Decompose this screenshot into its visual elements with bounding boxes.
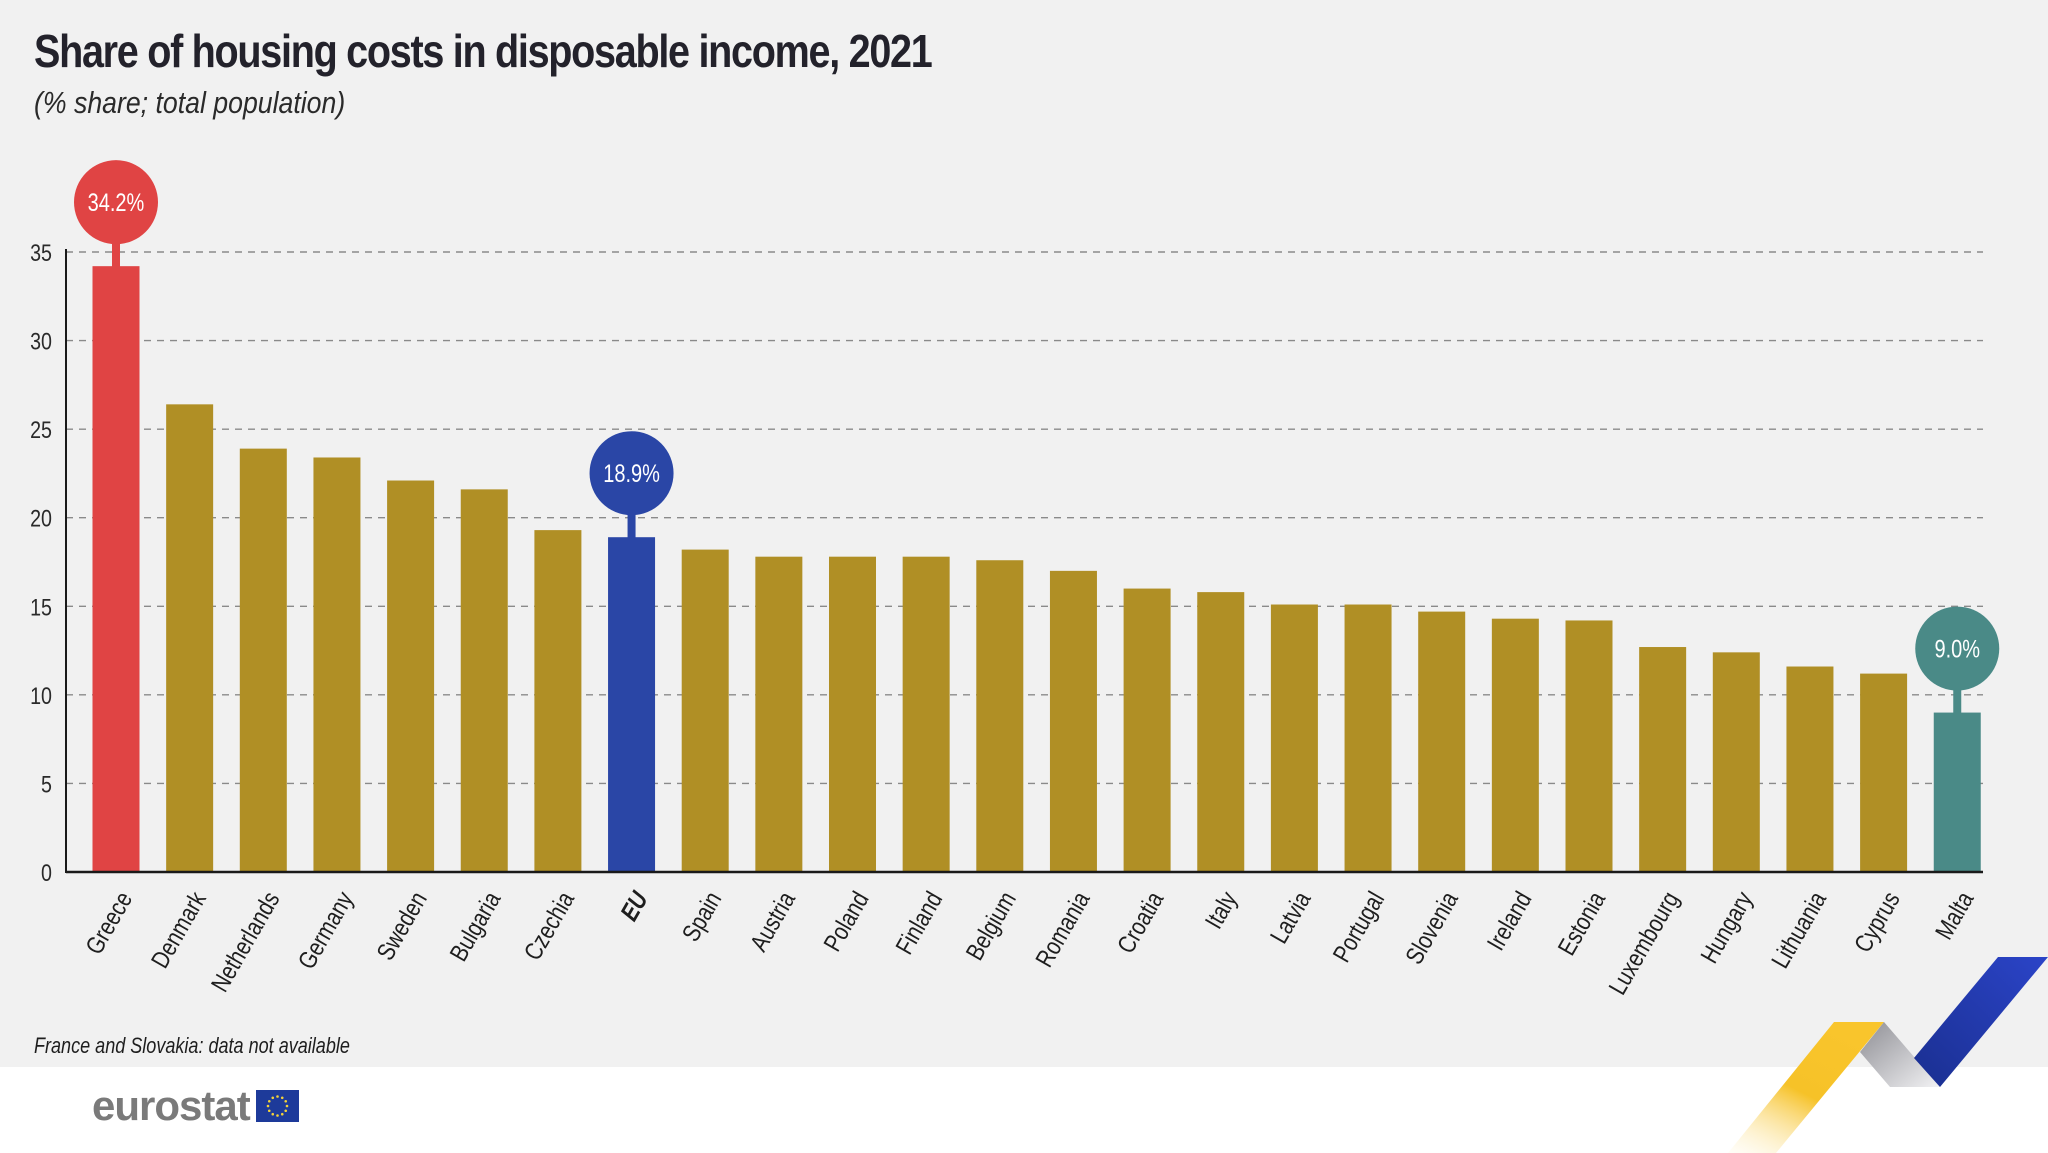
x-tick-label-italy: Italy [1199, 886, 1243, 933]
y-tick-label: 15 [30, 593, 52, 620]
flag-star [284, 1099, 287, 1103]
y-tick-label: 5 [41, 771, 52, 798]
x-tick-label-finland: Finland [890, 887, 948, 959]
flag-star [275, 1095, 279, 1098]
x-tick-label-hungary: Hungary [1695, 886, 1759, 968]
bar-denmark [166, 404, 214, 872]
bar-portugal [1344, 604, 1392, 872]
x-tick-label-estonia: Estonia [1552, 886, 1611, 960]
bar-lithuania [1786, 666, 1834, 872]
x-tick-label-poland: Poland [818, 887, 875, 956]
flag-star [285, 1104, 289, 1108]
x-tick-label-slovenia: Slovenia [1399, 886, 1463, 969]
y-tick-label: 30 [30, 328, 52, 355]
y-tick-label: 25 [30, 416, 52, 443]
chart-title: Share of housing costs in disposable inc… [34, 25, 933, 77]
x-tick-label-ireland: Ireland [1481, 887, 1537, 956]
logo-text: eurostat [92, 1082, 251, 1129]
bar-malta [1933, 712, 1981, 872]
flag-star [266, 1104, 270, 1108]
x-tick-label-germany: Germany [292, 886, 359, 974]
data-label-eu: 18.9% [603, 460, 660, 488]
bar-netherlands [239, 448, 287, 872]
callout-stem-malta [1953, 686, 1962, 717]
data-label-greece: 34.2% [88, 189, 145, 217]
x-tick-label-denmark: Denmark [145, 886, 211, 973]
flag-star [271, 1096, 274, 1100]
bar-belgium [976, 560, 1024, 872]
x-tick-label-bulgaria: Bulgaria [444, 886, 506, 966]
bar-sweden [387, 480, 435, 872]
flag-star [271, 1112, 274, 1116]
flag-star [267, 1109, 271, 1113]
bar-spain [681, 549, 729, 872]
bar-italy [1197, 592, 1245, 872]
callout-bubble-eu [589, 431, 674, 516]
y-tick-label: 10 [30, 682, 52, 709]
x-tick-label-lithuania: Lithuania [1765, 886, 1831, 972]
x-tick-label-netherlands: Netherlands [205, 887, 285, 997]
bar-chart: 0 5 10 15 20 25 30 35 34.2% 18.9% 9.0% Greece Denm… [30, 160, 2000, 999]
bar-romania [1049, 570, 1097, 872]
y-tick-label: 0 [41, 859, 52, 886]
x-tick-label-portugal: Portugal [1327, 887, 1390, 967]
x-tick-label-malta: Malta [1929, 886, 1979, 944]
bar-eu [608, 537, 656, 872]
x-tick-label-romania: Romania [1029, 886, 1095, 971]
footnote: France and Slovakia: data not available [34, 1033, 350, 1058]
axes: 0 5 10 15 20 25 30 35 [30, 239, 1983, 886]
value-callouts: 34.2% 18.9% 9.0% [74, 160, 2000, 717]
x-tick-label-czechia: Czechia [518, 886, 580, 965]
x-tick-label-eu: EU [614, 886, 653, 925]
bar-austria [755, 556, 803, 872]
bar-slovenia [1418, 611, 1466, 872]
chart-subtitle: (% share; total population) [34, 85, 346, 120]
callout-stem-eu [627, 511, 636, 542]
flag-star [280, 1112, 284, 1116]
y-tick-label: 35 [30, 239, 52, 266]
eurostat-logo: eurostat [92, 1082, 299, 1129]
flag-star [284, 1109, 287, 1113]
bar-hungary [1712, 652, 1760, 872]
bar-latvia [1270, 604, 1318, 872]
callout-bubble-malta [1915, 606, 2000, 691]
x-tick-label-belgium: Belgium [960, 887, 1022, 965]
x-tick-label-greece: Greece [79, 887, 137, 959]
x-tick-label-luxembourg: Luxembourg [1603, 887, 1685, 1000]
callout-bubble-greece [74, 160, 158, 245]
x-tick-label-cyprus: Cyprus [1848, 887, 1905, 957]
bar-estonia [1565, 620, 1613, 872]
eu-flag-icon [255, 1090, 299, 1122]
bar-germany [313, 457, 361, 872]
bar-bulgaria [460, 489, 508, 872]
x-tick-label-latvia: Latvia [1264, 886, 1316, 948]
bar-ireland [1491, 618, 1539, 872]
bar-poland [829, 556, 876, 872]
x-tick-label-austria: Austria [744, 886, 801, 956]
bar-greece [92, 266, 140, 873]
bar-luxembourg [1639, 647, 1687, 872]
x-tick-label-croatia: Croatia [1111, 886, 1169, 958]
x-tick-label-spain: Spain [676, 887, 727, 947]
flag-star [275, 1114, 279, 1117]
data-label-malta: 9.0% [1934, 635, 1980, 663]
x-tick-label-sweden: Sweden [371, 887, 433, 965]
flag-star [280, 1096, 284, 1100]
bars [92, 266, 1981, 873]
bar-cyprus [1860, 673, 1908, 872]
callout-stem-greece [112, 240, 120, 271]
bar-czechia [534, 530, 582, 872]
flag-star [267, 1099, 271, 1103]
y-tick-label: 20 [30, 505, 52, 532]
bar-finland [902, 556, 950, 872]
bar-croatia [1123, 588, 1171, 872]
